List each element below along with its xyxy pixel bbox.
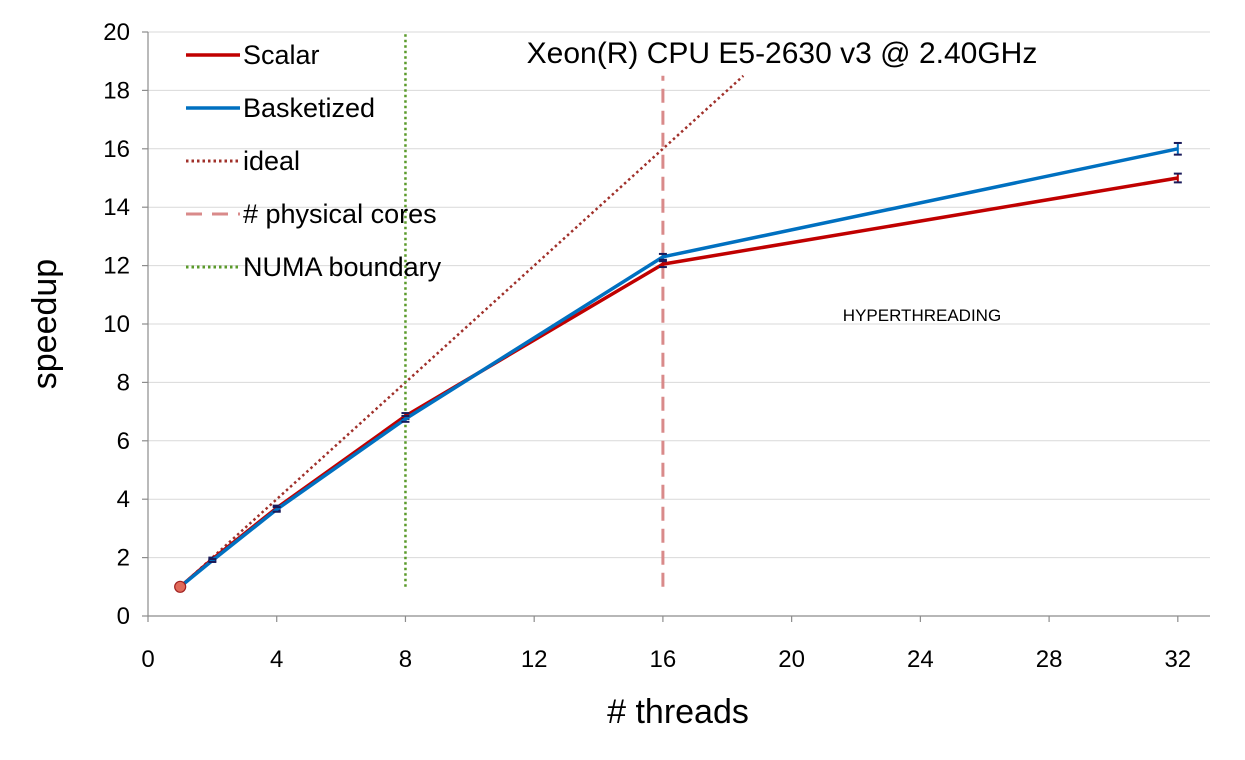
error-bar [658,252,667,261]
y-tick-label: 8 [117,369,130,396]
x-tick-label: 8 [399,646,412,673]
error-bar [1173,141,1182,156]
error-bar [401,414,410,423]
x-tick-label: 20 [778,646,805,673]
x-tick-label: 0 [141,646,154,673]
axes [142,31,1210,622]
x-axis-title: # threads [607,693,749,731]
series-line-ideal [179,74,745,588]
x-tick-label: 32 [1164,646,1191,673]
hyperthreading-annotation: HYPERTHREADING [843,306,1001,325]
y-axis-title: speedup [26,259,64,389]
error-bar [208,558,217,563]
gridlines [148,31,1210,559]
x-tick-label: 12 [521,646,548,673]
y-tick-label: 18 [103,77,130,104]
series-line-basketized [179,147,1179,589]
legend-label: ideal [243,146,300,176]
x-tick-label: 24 [907,646,934,673]
error-bar [1173,172,1182,184]
reference-lines [179,32,745,588]
y-tick-label: 4 [117,486,130,513]
error-bar [658,260,667,269]
y-tick-label: 14 [103,194,130,221]
y-tick-label: 20 [103,19,130,46]
y-tick-label: 16 [103,136,130,163]
legend-label: # physical cores [243,199,437,229]
y-tick-label: 6 [117,428,130,455]
error-bar [272,506,281,513]
legend-label: Scalar [243,40,320,70]
y-tick-label: 10 [103,311,130,338]
legend-label: Basketized [243,93,375,123]
legend-label: NUMA boundary [243,252,442,282]
legend: Scalar Basketized ideal # physical cores NUM… [186,40,442,282]
y-tick-label: 12 [103,253,130,280]
series-lines [174,141,1182,593]
x-tick-label: 28 [1036,646,1063,673]
y-tick-label: 0 [117,603,130,630]
x-tick-label: 4 [270,646,283,673]
chart-title: Xeon(R) CPU E5-2630 v3 @ 2.40GHz [527,37,1038,70]
y-tick-label: 2 [117,545,130,572]
start-point-marker [174,580,187,593]
x-tick-label: 16 [650,646,677,673]
